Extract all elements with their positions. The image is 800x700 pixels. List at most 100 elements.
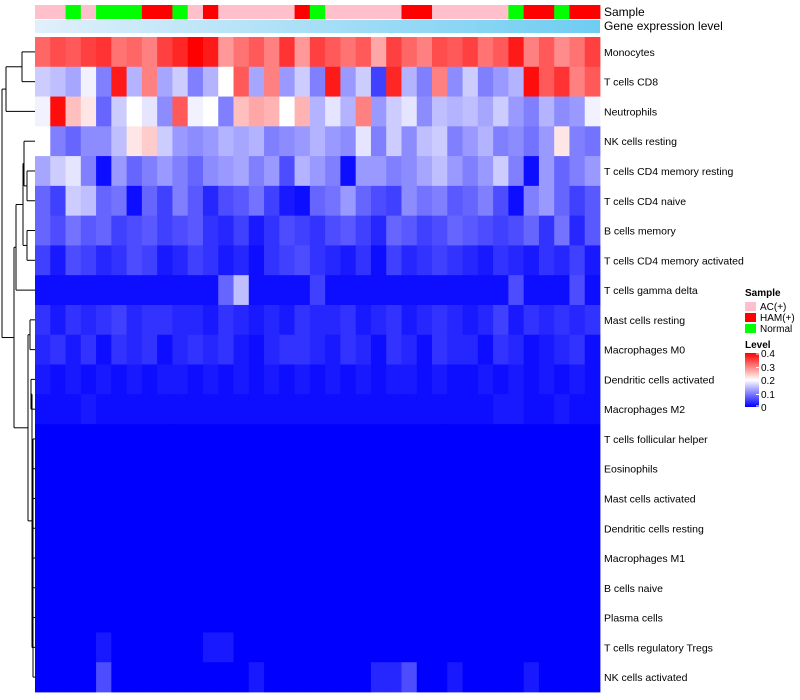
heatmap-cell [279,572,295,604]
heatmap-cell [538,632,555,663]
heatmap-cell [493,543,509,574]
heatmap-cell [325,245,341,276]
heatmap-cell [569,185,586,217]
heatmap-cell [96,424,112,455]
heatmap-cell [493,275,509,306]
heatmap-cell [477,572,494,604]
sample-annotation-cell [96,5,112,19]
heatmap-cell [35,185,51,217]
heatmap-cell [523,37,540,68]
heatmap-cell [279,483,295,514]
heatmap-cell [432,334,448,365]
heatmap-cell [65,632,82,663]
heatmap-cell [80,513,97,544]
heatmap-cell [523,424,540,455]
heatmap-cell [325,394,341,425]
heatmap-cell [355,126,372,157]
heatmap-cell [96,126,112,157]
heatmap-cell [462,66,479,97]
heatmap-cell [35,245,51,276]
heatmap-cell [141,394,158,425]
heatmap-cell [279,513,295,544]
heatmap-cell [80,394,97,425]
heatmap-cell [416,96,433,127]
heatmap-cell [157,453,173,484]
heatmap-cell [233,275,250,306]
heatmap-cell [187,662,204,693]
heatmap-cell [432,424,448,455]
heatmap-cell [157,245,173,276]
heatmap-cell [294,632,311,663]
heatmap-cell [584,96,601,127]
heatmap-cell [157,126,173,157]
heatmap-cell [233,662,250,693]
heatmap-cell [538,37,555,68]
heatmap-cell [218,483,234,514]
heatmap-cell [355,96,372,127]
heatmap-cell [264,275,280,306]
heatmap-cell [416,245,433,276]
sample-annotation-cell [279,5,295,19]
heatmap-cell [202,245,219,276]
sample-annotation-cell [386,5,402,19]
sample-annotation-cell [416,5,433,19]
heatmap-cell [309,156,326,187]
heatmap-cell [325,126,341,157]
heatmap-cell [248,185,265,217]
heatmap-cell [508,394,525,425]
sample-annotation-cell [584,5,601,19]
heatmap-cell [523,185,540,217]
gene-expression-gradient [35,20,600,33]
heatmap-cell [96,662,112,693]
heatmap-cell [96,185,112,217]
heatmap-cell [462,424,479,455]
heatmap-cell [432,364,448,395]
heatmap-cell [432,513,448,544]
heatmap-cell [325,156,341,187]
heatmap-cell [264,394,280,425]
heatmap-cell [233,513,250,544]
heatmap-cell [248,424,265,455]
heatmap-cell [416,424,433,455]
heatmap-cell [80,304,97,336]
heatmap-cell [538,245,555,276]
heatmap-cell [523,543,540,574]
heatmap-cell [584,156,601,187]
sample-annotation-cell [218,5,234,19]
heatmap-cell [96,334,112,365]
heatmap-cell [248,275,265,306]
heatmap-cell [141,334,158,365]
heatmap-cell [248,334,265,365]
heatmap-cell [279,602,295,633]
heatmap-cell [523,513,540,544]
heatmap-cell [538,543,555,574]
heatmap-cell [279,662,295,693]
legend-swatch-ac [745,302,756,311]
heatmap-cell [248,543,265,574]
heatmap-cell [157,632,173,663]
heatmap-cell [370,662,387,693]
heatmap-cell [477,483,494,514]
heatmap-cell [157,662,173,693]
heatmap-cell [508,572,525,604]
sample-annotation-cell [202,5,219,19]
heatmap-cell [172,394,189,425]
heatmap-cell [111,37,128,68]
heatmap-cell [264,66,280,97]
heatmap-cell [493,662,509,693]
heatmap-cell [294,394,311,425]
heatmap-cell [447,66,463,97]
heatmap-cell [416,632,433,663]
heatmap-cell [432,602,448,633]
heatmap-cell [157,602,173,633]
sample-legend: Sample AC(+) HAM(+) Normal [745,288,795,335]
heatmap-cell [508,513,525,544]
heatmap-cell [554,543,570,574]
heatmap-cell [462,126,479,157]
heatmap-cell [584,245,601,276]
heatmap-cell [50,245,66,276]
row-label: Mast cells activated [604,494,696,506]
heatmap-cell [386,66,402,97]
heatmap-cell [50,275,66,306]
heatmap-cell [309,543,326,574]
